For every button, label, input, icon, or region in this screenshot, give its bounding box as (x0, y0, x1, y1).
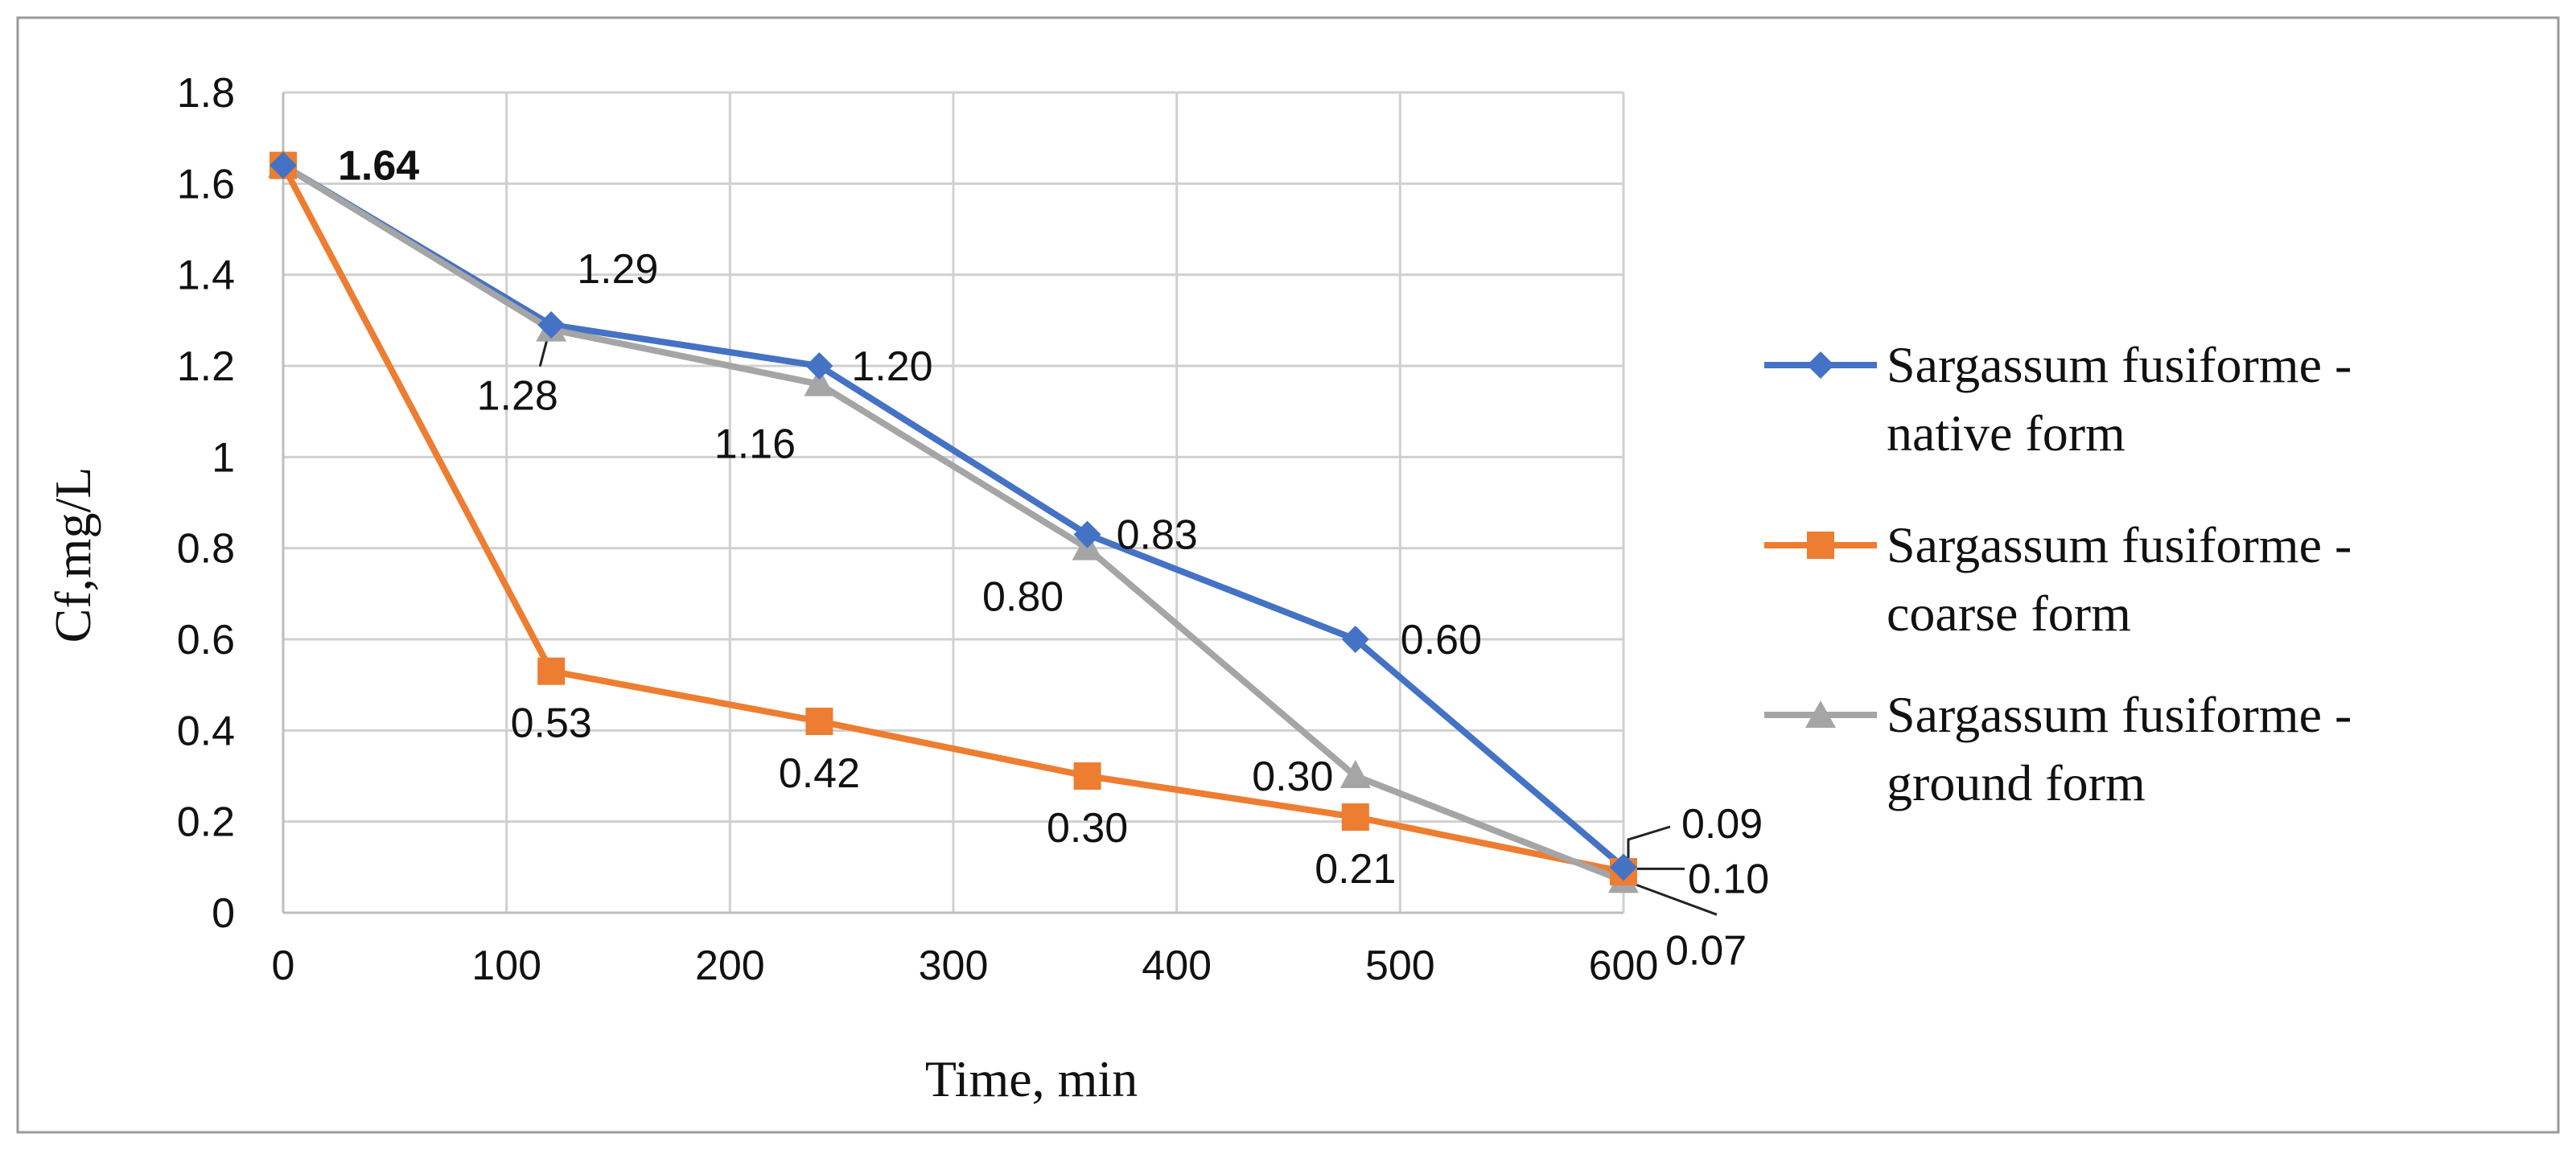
gridlines (283, 91, 1625, 913)
leader-line-0-09 (1627, 825, 1671, 867)
axes (282, 92, 1623, 914)
x-tick-label-1: 100 (471, 943, 541, 989)
legend-entry-coarse: Sargassum fusiforme - coarse form (1764, 516, 2352, 642)
y-tick-label-0: 0 (212, 890, 235, 937)
marker-coarse-3 (1073, 762, 1101, 790)
legend-entry-ground: Sargassum fusiforme - ground form (1764, 686, 2352, 811)
marker-native-4 (1341, 626, 1369, 653)
legend-entry-native: Sargassum fusiforme - native form (1764, 336, 2352, 462)
legend-marker-ground (1805, 700, 1836, 728)
y-tick-labels: 0 0.2 0.4 0.6 0.8 1 1.2 1.4 1.6 1.8 (177, 70, 235, 937)
data-label-coarse-5: 0.09 (1681, 801, 1763, 848)
data-label-native-3: 0.83 (1117, 512, 1198, 559)
legend-label-native-line1: Sargassum fusiforme - (1887, 336, 2352, 393)
marker-ground-2 (804, 368, 835, 396)
series-markers (268, 149, 1639, 893)
legend-label-coarse-line1: Sargassum fusiforme - (1887, 516, 2352, 573)
data-label-ground-3: 0.80 (982, 574, 1064, 621)
y-tick-label-3: 0.6 (177, 617, 235, 663)
x-axis-title: Time, min (925, 1050, 1138, 1107)
y-tick-label-7: 1.4 (177, 253, 235, 299)
data-label-ground-5: 0.07 (1665, 927, 1747, 974)
legend-label-coarse-line2: coarse form (1887, 585, 2131, 642)
marker-coarse-1 (537, 657, 566, 685)
x-tick-label-4: 400 (1142, 943, 1212, 989)
x-tick-label-2: 200 (695, 943, 765, 989)
data-label-native-1: 1.29 (577, 246, 658, 293)
x-tick-label-0: 0 (272, 943, 295, 989)
series-line-native (281, 162, 1626, 870)
y-tick-label-2: 0.4 (177, 708, 235, 754)
data-label-coarse-1: 0.53 (511, 700, 592, 747)
legend-marker-native (1807, 351, 1834, 379)
x-tick-label-3: 300 (919, 943, 989, 989)
marker-coarse-4 (1341, 803, 1369, 831)
y-tick-label-6: 1.2 (177, 343, 235, 390)
data-label-coarse-2: 0.42 (779, 750, 860, 797)
y-axis-title: Cf,mg/L (44, 467, 101, 643)
data-label-ground-4: 0.30 (1252, 754, 1333, 800)
legend-label-native-line2: native form (1887, 405, 2125, 462)
data-label-native-2: 1.20 (851, 343, 932, 390)
data-label-ground-2: 1.16 (714, 421, 796, 468)
y-tick-label-5: 1 (212, 434, 235, 481)
x-tick-label-6: 600 (1589, 943, 1659, 989)
y-tick-label-1: 0.2 (177, 799, 235, 846)
x-tick-label-5: 500 (1365, 943, 1435, 989)
x-tick-labels: 0 100 200 300 400 500 600 (272, 943, 1659, 989)
marker-native-0 (270, 151, 297, 179)
data-label-coarse-4: 0.21 (1315, 846, 1396, 893)
chart-border (16, 16, 2560, 1134)
legend-label-ground-line1: Sargassum fusiforme - (1887, 686, 2352, 743)
marker-native-3 (1073, 520, 1101, 548)
marker-ground-4 (1339, 760, 1371, 788)
data-label-native-4: 0.60 (1401, 617, 1482, 663)
data-label-native-5: 0.10 (1688, 856, 1769, 902)
legend: Sargassum fusiforme - native form Sargas… (1764, 336, 2352, 811)
data-label-coarse-3: 0.30 (1047, 805, 1128, 852)
y-tick-label-8: 1.6 (177, 161, 235, 207)
legend-label-ground-line2: ground form (1887, 754, 2146, 811)
data-labels: 1.64 1.29 1.20 0.83 0.60 0.10 0.53 0.42 0.30 0.21… (338, 143, 1769, 975)
y-tick-label-4: 0.8 (177, 526, 235, 573)
marker-native-2 (805, 352, 833, 380)
data-label-native-0: 1.64 (338, 143, 419, 190)
series-line-ground (281, 162, 1625, 885)
legend-marker-coarse (1807, 532, 1834, 559)
marker-coarse-2 (805, 708, 833, 735)
data-label-ground-1: 1.28 (477, 373, 558, 420)
series-line-coarse (280, 163, 1624, 875)
series-lines (280, 162, 1626, 885)
y-tick-label-9: 1.8 (177, 70, 235, 117)
leader-line-0-07 (1629, 881, 1718, 916)
marker-native-1 (537, 311, 566, 339)
marker-native-5 (1610, 853, 1637, 881)
